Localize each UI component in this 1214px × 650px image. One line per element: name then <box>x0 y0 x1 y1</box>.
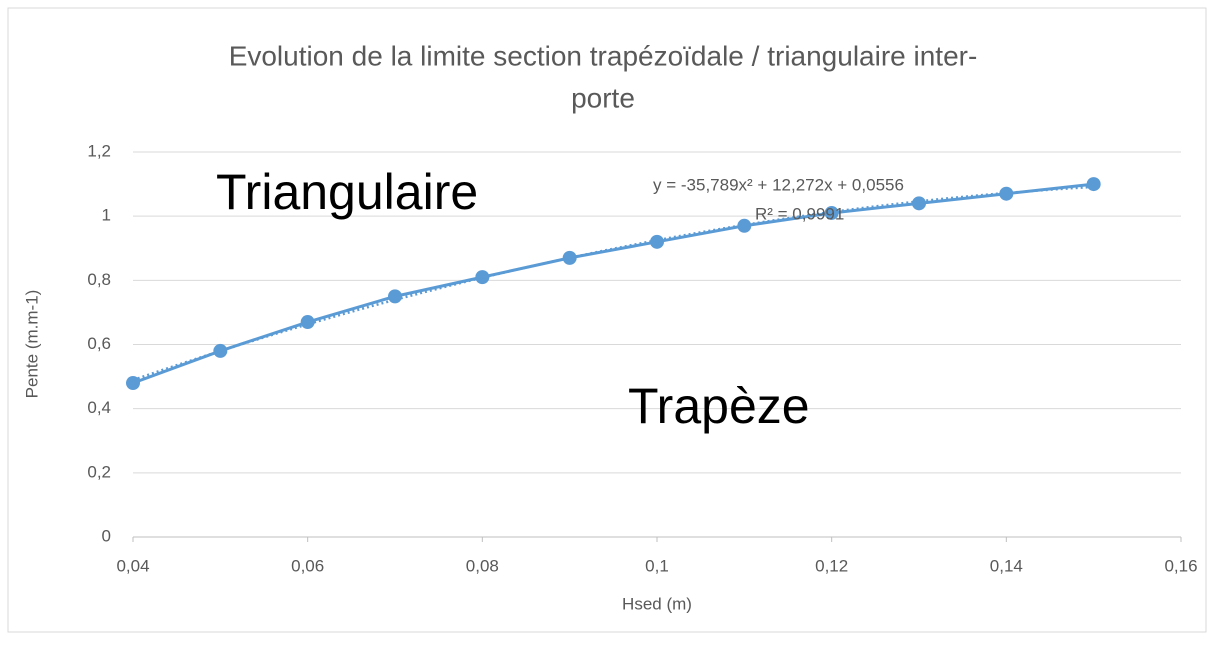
point <box>824 205 839 220</box>
annotation: Triangulaire <box>216 164 478 220</box>
r-squared: R² = 0,9991 <box>755 204 844 223</box>
point <box>912 196 926 211</box>
y-tick-label: 0,6 <box>87 334 111 353</box>
y-tick-label: 0 <box>102 526 111 545</box>
point <box>1086 177 1101 192</box>
y-tick-label: 1,2 <box>87 141 111 160</box>
x-tick-label: 0,1 <box>645 556 669 575</box>
y-axis-label: Pente (m.m-1) <box>22 290 41 399</box>
series-line <box>132 182 1094 385</box>
chart-frame <box>7 7 1207 633</box>
x-tick-label: 0,06 <box>291 556 324 575</box>
chart-title: Evolution de la limite section trapézoïd… <box>229 40 978 71</box>
x-tick-label: 0,08 <box>466 556 499 575</box>
y-tick-label: 0,8 <box>87 270 111 289</box>
y-tick-label: 0,2 <box>87 462 111 481</box>
x-tick-label: 0,14 <box>990 556 1023 575</box>
x-axis-label: Hsed (m) <box>622 594 692 613</box>
point <box>475 270 490 285</box>
x-tick-label: 0,16 <box>1164 556 1197 575</box>
chart-title: porte <box>571 82 635 113</box>
y-tick-label: 1 <box>102 206 111 225</box>
annotation: Trapèze <box>628 378 810 434</box>
point <box>737 218 752 233</box>
point <box>562 250 577 265</box>
point <box>999 186 1014 201</box>
point <box>213 343 228 358</box>
point <box>650 234 664 249</box>
x-tick-label: 0,12 <box>815 556 848 575</box>
point <box>126 376 140 390</box>
point <box>300 315 315 330</box>
y-tick-label: 0,4 <box>87 398 111 417</box>
point <box>388 289 402 304</box>
x-tick-label: 0,04 <box>116 556 149 575</box>
equation: y = -35,789x² + 12,272x + 0,0556 <box>653 175 904 194</box>
